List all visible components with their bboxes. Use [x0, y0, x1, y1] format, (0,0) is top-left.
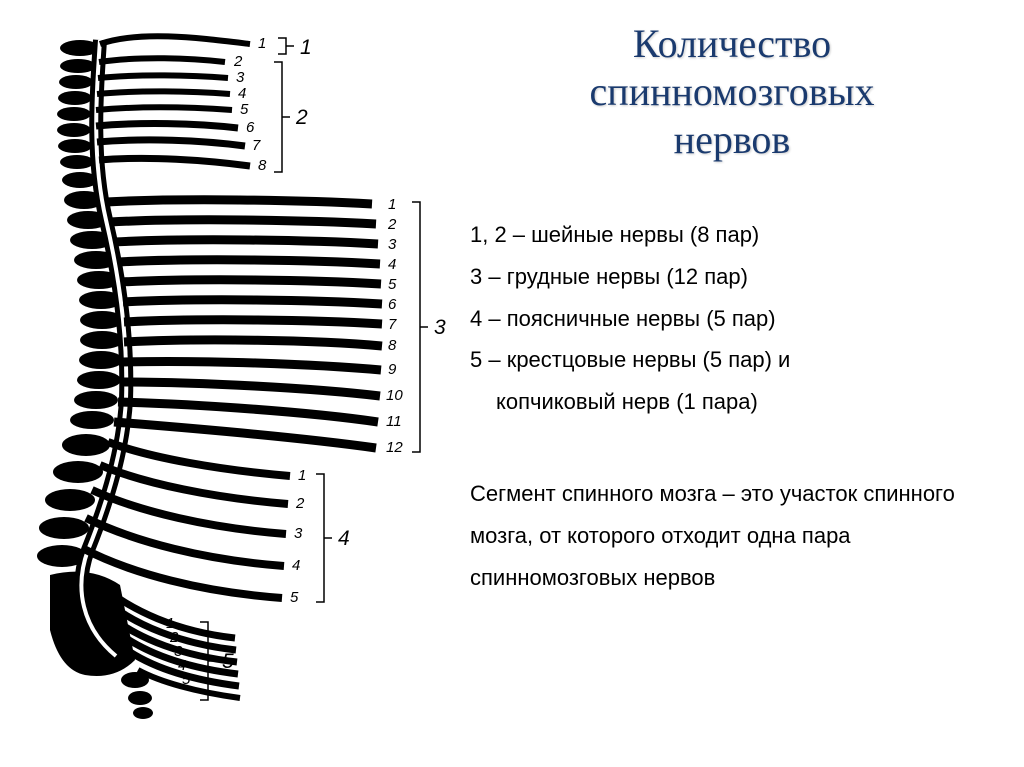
svg-text:8: 8	[388, 337, 397, 354]
svg-text:9: 9	[388, 361, 397, 378]
svg-text:4: 4	[238, 85, 246, 102]
svg-text:5: 5	[240, 101, 249, 118]
text-area: Количество спинномозговых нервов 1, 2 – …	[460, 0, 1024, 767]
legend-item-1: 1, 2 – шейные нервы (8 пар)	[470, 214, 994, 256]
svg-text:5: 5	[182, 671, 191, 688]
svg-text:2: 2	[295, 106, 308, 129]
svg-text:3: 3	[294, 525, 303, 542]
thoracic-nerves	[106, 200, 382, 448]
svg-text:1: 1	[298, 467, 306, 484]
svg-text:2: 2	[387, 216, 397, 233]
svg-text:6: 6	[388, 296, 397, 313]
legend: 1, 2 – шейные нервы (8 пар) 3 – грудные …	[470, 214, 994, 423]
svg-text:3: 3	[236, 69, 245, 86]
title-line-1: Количество	[633, 21, 831, 66]
svg-text:5: 5	[388, 276, 397, 293]
svg-text:7: 7	[252, 137, 261, 154]
svg-text:1: 1	[258, 35, 266, 52]
svg-text:8: 8	[258, 157, 267, 174]
svg-text:2: 2	[233, 53, 243, 70]
svg-text:11: 11	[386, 413, 402, 430]
svg-text:7: 7	[388, 316, 397, 333]
svg-text:1: 1	[300, 36, 312, 59]
svg-text:2: 2	[295, 495, 305, 512]
legend-item-2: 3 – грудные нервы (12 пар)	[470, 256, 994, 298]
svg-text:3: 3	[434, 316, 446, 339]
svg-text:4: 4	[338, 527, 350, 550]
spine-svg: 1 2 3 4 5 6 7 8 1 2	[20, 20, 460, 740]
svg-text:1: 1	[388, 196, 396, 213]
svg-text:3: 3	[388, 236, 397, 253]
legend-item-4: 5 – крестцовые нервы (5 пар) и	[470, 339, 994, 381]
svg-text:4: 4	[388, 256, 396, 273]
spine-diagram: 1 2 3 4 5 6 7 8 1 2	[0, 0, 460, 767]
svg-text:4: 4	[292, 557, 300, 574]
title-line-2: спинномозговых	[590, 69, 875, 114]
svg-text:12: 12	[386, 439, 403, 456]
svg-text:5: 5	[222, 650, 234, 673]
legend-item-3: 4 – поясничные нервы (5 пар)	[470, 298, 994, 340]
legend-item-5: копчиковый нерв (1 пара)	[470, 381, 994, 423]
svg-text:5: 5	[290, 589, 299, 606]
svg-text:10: 10	[386, 387, 403, 404]
cervical-nerves	[96, 36, 250, 166]
page-title: Количество спинномозговых нервов	[470, 20, 994, 164]
title-line-3: нервов	[674, 117, 791, 162]
definition-text: Сегмент спинного мозга – это участок спи…	[470, 473, 994, 598]
svg-text:6: 6	[246, 119, 255, 136]
